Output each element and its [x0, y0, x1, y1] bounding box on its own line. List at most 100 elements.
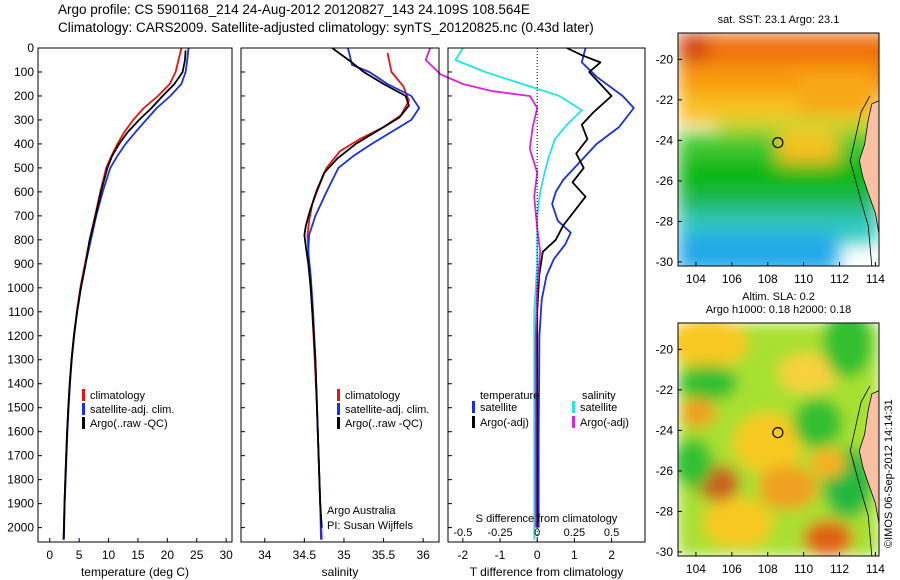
- sal-plot-frame: [240, 47, 440, 543]
- diff-xlabel: T difference from climatology: [470, 565, 624, 579]
- temp-series-group: [62, 47, 190, 540]
- map-sla-field-blob: [810, 448, 846, 478]
- legend-temperature-header: temperature: [480, 390, 539, 402]
- temp-legend-label: Argo(..raw -QC): [90, 418, 168, 430]
- temp-argo-raw-qc-line: [62, 50, 187, 540]
- map-sla-ytick-label: -30: [656, 545, 674, 559]
- temp-xtick-label: 25: [190, 548, 204, 562]
- ytick-label: 300: [14, 113, 34, 127]
- diff-top-axis-label: S difference from climatology: [476, 513, 618, 525]
- watermark-text: ©IMOS 06-Sep-2012 14:14:31: [883, 399, 895, 548]
- temp-xtick-label: 5: [76, 548, 83, 562]
- map-sst-field-patch: [678, 158, 879, 198]
- temp-xtick-label: 30: [219, 548, 233, 562]
- sal-annotation-line2: PI: Susan Wijffels: [327, 520, 413, 532]
- map-sla-title: Altim. SLA: 0.2: [742, 291, 815, 303]
- figure-title-line2: Climatology: CARS2009. Satellite-adjuste…: [58, 20, 594, 35]
- sal-legend-swatch: [337, 417, 340, 429]
- temp-satellite-adj-clim-line: [63, 47, 190, 540]
- map-sst-ytick-label: -24: [656, 133, 674, 147]
- sal-climatology-line: [306, 52, 410, 540]
- sal-xtick-label: 36: [416, 548, 430, 562]
- diff-top-tick-label: -0.5: [453, 527, 472, 539]
- map-sla-ytick-label: -24: [656, 423, 674, 437]
- map-sst-xtick-label: 108: [758, 272, 778, 286]
- ytick-label: 200: [14, 89, 34, 103]
- diff-salinity-satellite-line: [454, 47, 583, 540]
- ytick-label: 1200: [7, 329, 34, 343]
- map-sst-frame: [677, 32, 880, 267]
- map-sst-title: sat. SST: 23.1 Argo: 23.1: [718, 14, 840, 26]
- figure-title-line1: Argo profile: CS 5901168_214 24-Aug-2012…: [58, 2, 530, 17]
- temp-xtick-label: 20: [161, 548, 175, 562]
- diff-top-tick-label: -0.25: [487, 527, 512, 539]
- sal-legend-label: climatology: [345, 390, 401, 402]
- legend-sal-argo-label: Argo(-adj): [580, 417, 629, 429]
- diff-xtick-label: -2: [458, 548, 469, 562]
- temp-legend-label: satellite-adj. clim.: [90, 404, 174, 416]
- map-sla-field-blob: [703, 498, 773, 548]
- map-sst-ytick-label: -28: [656, 214, 674, 228]
- diff-xtick-label: 2: [608, 548, 615, 562]
- legend-temp-argo-label: Argo(-adj): [480, 417, 529, 429]
- diff-plot-frame: [447, 47, 646, 543]
- map-sst-xtick-label: 110: [794, 272, 813, 286]
- map-sst-float-marker: [772, 136, 784, 149]
- ytick-label: 800: [14, 233, 34, 247]
- sal-legend-swatch: [337, 389, 340, 401]
- temp-xtick-label: 10: [102, 548, 116, 562]
- map-sst-ytick-label: -26: [656, 174, 674, 188]
- sal-xtick-label: 35: [337, 548, 351, 562]
- map-sla-ytick-label: -26: [656, 464, 674, 478]
- ytick-label: 1700: [7, 449, 34, 463]
- temp-plot-frame: [37, 47, 233, 543]
- map-sla-field-blob: [678, 365, 738, 401]
- sal-legend-swatch: [337, 403, 340, 415]
- ytick-label: 1600: [7, 425, 34, 439]
- sal-satellite-adj-clim-line: [307, 47, 421, 540]
- legend-salinity-header: salinity: [582, 390, 616, 402]
- sal-argo-raw-qc-line: [303, 47, 410, 528]
- ytick-label: 700: [14, 209, 34, 223]
- map-sst-field-patch: [678, 233, 838, 266]
- ytick-label: 500: [14, 161, 34, 175]
- map-sla-frame: [677, 322, 880, 557]
- map-sla-field-blob: [803, 520, 853, 556]
- diff-xtick-label: 1: [571, 548, 578, 562]
- ytick-label: 1800: [7, 473, 34, 487]
- temp-legend-swatch: [82, 417, 85, 429]
- temp-xtick-label: 15: [131, 548, 145, 562]
- map-sst-ytick-label: -20: [656, 52, 674, 66]
- map-sla-xtick-label: 112: [830, 562, 849, 576]
- ytick-label: 2000: [7, 521, 34, 535]
- map-sla-title: Argo h1000: 0.18 h2000: 0.18: [706, 304, 852, 316]
- map-sla-ytick-label: -28: [656, 504, 674, 518]
- ytick-label: 1000: [7, 281, 34, 295]
- ytick-label: 100: [14, 65, 34, 79]
- legend-sal-satellite-swatch: [572, 401, 575, 413]
- map-sst-ytick-label: -22: [656, 93, 674, 107]
- map-sst-xtick-label: 106: [722, 272, 742, 286]
- diff-temperature-argo-adj-line: [536, 47, 613, 528]
- map-sla-field-blob: [793, 398, 843, 448]
- temp-xlabel: temperature (deg C): [81, 565, 189, 579]
- temp-xtick-label: 0: [46, 548, 53, 562]
- map-sst-ytick-label: -30: [656, 255, 674, 269]
- map-sla-field-blob: [823, 323, 873, 378]
- map-sla-field: [678, 323, 879, 556]
- map-sla-field-blob: [680, 398, 716, 428]
- map-sla-ytick-label: -20: [656, 342, 674, 356]
- map-sst-xtick-label: 112: [830, 272, 849, 286]
- map-sst-field-patch: [778, 133, 838, 163]
- legend-sal-argo-swatch: [572, 416, 575, 428]
- sal-xtick-label: 35.5: [372, 548, 396, 562]
- sal-series-group: [303, 47, 421, 540]
- ytick-label: 1900: [7, 497, 34, 511]
- ytick-label: 1300: [7, 353, 34, 367]
- map-sla-field-blob: [758, 466, 818, 510]
- map-sst-isobath: [849, 95, 873, 266]
- diff-top-tick-label: 0: [534, 527, 540, 539]
- ytick-label: 1500: [7, 401, 34, 415]
- map-sla-field-blob: [778, 353, 838, 393]
